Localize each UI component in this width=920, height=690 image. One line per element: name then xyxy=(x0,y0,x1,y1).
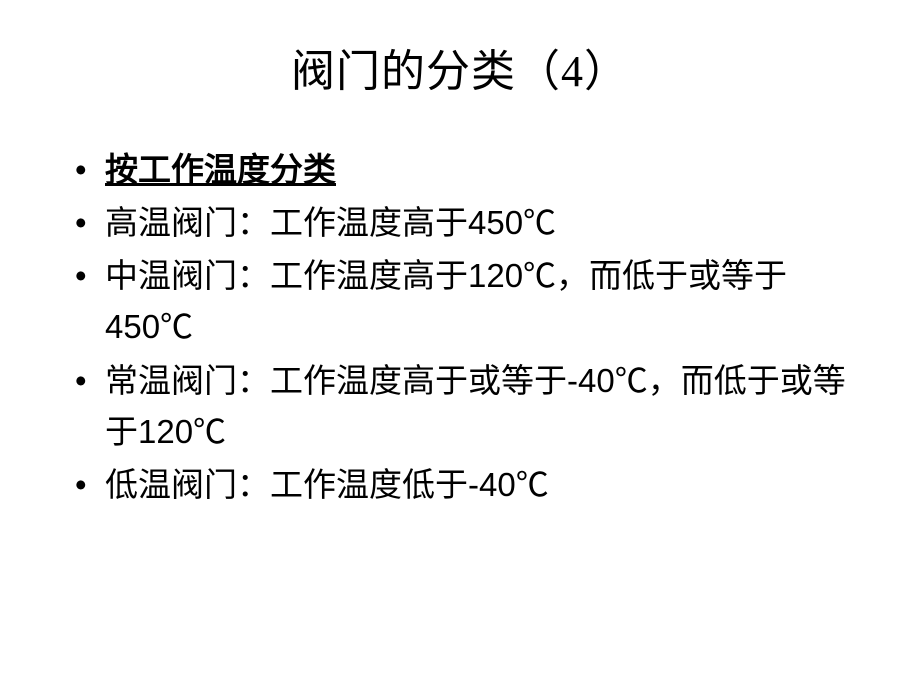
list-item: 低温阀门：工作温度低于-40℃ xyxy=(75,459,860,510)
list-item: 高温阀门：工作温度高于450℃ xyxy=(75,197,860,248)
list-item: 中温阀门：工作温度高于120℃，而低于或等于450℃ xyxy=(75,250,860,352)
slide-title: 阀门的分类（4） xyxy=(60,35,860,99)
list-item-subtitle: 按工作温度分类 xyxy=(75,144,860,195)
subtitle-text: 按工作温度分类 xyxy=(105,151,336,188)
list-item: 常温阀门：工作温度高于或等于-40℃，而低于或等于120℃ xyxy=(75,355,860,457)
bullet-list: 按工作温度分类 高温阀门：工作温度高于450℃ 中温阀门：工作温度高于120℃，… xyxy=(60,144,860,510)
